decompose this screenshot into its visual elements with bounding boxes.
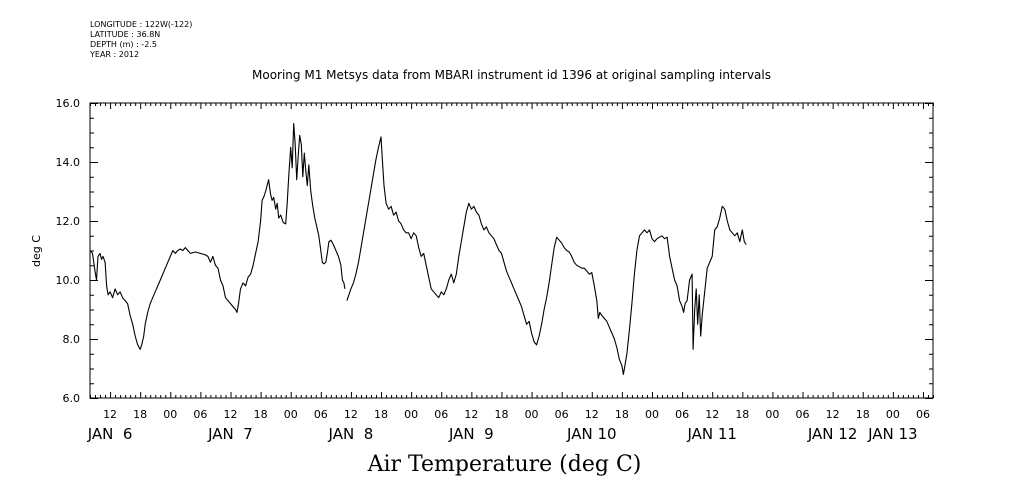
x-tick-label: 06 (675, 408, 689, 421)
x-tick-label: 00 (525, 408, 539, 421)
x-tick-label: 12 (464, 408, 478, 421)
x-tick-label: 12 (344, 408, 358, 421)
x-tick-label: 18 (254, 408, 268, 421)
x-tick-label: 00 (404, 408, 418, 421)
day-label: JAN 11 (686, 425, 737, 443)
x-tick-label: 18 (133, 408, 147, 421)
y-tick-label: 8.0 (63, 333, 81, 346)
x-tick-label: 12 (224, 408, 238, 421)
x-tick-label: 00 (284, 408, 298, 421)
y-tick-label: 14.0 (56, 156, 81, 169)
metadata-block: LONGITUDE : 122W(-122) LATITUDE : 36.8N … (90, 20, 192, 60)
y-tick-label: 16.0 (56, 97, 81, 110)
day-label: JAN 9 (448, 425, 494, 443)
day-label: JAN 8 (328, 425, 374, 443)
x-tick-label: 06 (796, 408, 810, 421)
x-tick-label: 18 (615, 408, 629, 421)
x-tick-label: 06 (916, 408, 930, 421)
day-label: JAN 12 (807, 425, 858, 443)
x-tick-label: 18 (856, 408, 870, 421)
series-line (346, 136, 747, 375)
day-label: JAN 6 (87, 425, 133, 443)
y-axis-label: deg C (30, 235, 43, 267)
y-tick-label: 10.0 (56, 274, 81, 287)
x-tick-label: 06 (314, 408, 328, 421)
x-tick-label: 12 (103, 408, 117, 421)
x-tick-label: 06 (555, 408, 569, 421)
x-tick-label: 12 (826, 408, 840, 421)
y-tick-label: 12.0 (56, 215, 81, 228)
x-tick-label: 12 (585, 408, 599, 421)
x-tick-label: 00 (645, 408, 659, 421)
year-label: YEAR : 2012 (90, 50, 140, 59)
x-tick-label: 00 (163, 408, 177, 421)
day-label: JAN 10 (566, 425, 617, 443)
x-tick-label: 12 (705, 408, 719, 421)
y-tick-label: 6.0 (63, 392, 81, 405)
series-line (89, 123, 346, 350)
day-label: JAN 13 (867, 425, 918, 443)
plot-frame (89, 102, 934, 399)
variable-title: Air Temperature (deg C) (367, 452, 642, 477)
longitude-label: LONGITUDE : 122W(-122) (90, 20, 193, 29)
day-label: JAN 7 (207, 425, 253, 443)
depth-label: DEPTH (m) : -2.5 (90, 40, 157, 49)
x-tick-label: 00 (886, 408, 900, 421)
chart-title: Mooring M1 Metsys data from MBARI instru… (252, 68, 771, 82)
x-tick-label: 06 (434, 408, 448, 421)
latitude-label: LATITUDE : 36.8N (90, 30, 161, 39)
x-tick-label: 00 (765, 408, 779, 421)
x-tick-label: 18 (494, 408, 508, 421)
x-tick-label: 06 (193, 408, 207, 421)
x-tick-label: 18 (374, 408, 388, 421)
x-tick-label: 18 (735, 408, 749, 421)
